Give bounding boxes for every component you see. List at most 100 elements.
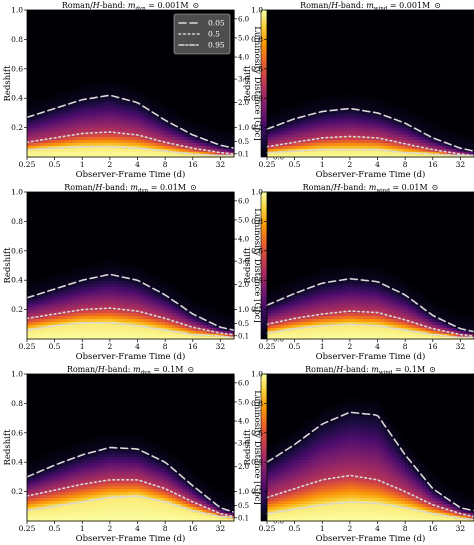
heatmap-cell <box>68 95 73 99</box>
heatmap-cell <box>44 30 49 35</box>
heatmap-cell <box>75 121 80 126</box>
heatmap-cell <box>40 10 45 14</box>
heatmap-cell <box>230 36 235 40</box>
heatmap-cell <box>304 18 309 23</box>
heatmap-cell <box>284 151 289 155</box>
heatmap-cell <box>227 115 232 120</box>
heatmap-cell <box>30 57 35 61</box>
heatmap-cell <box>89 65 94 70</box>
heatmap-cell <box>380 112 385 117</box>
heatmap-cell <box>37 71 42 76</box>
heatmap-cell <box>308 21 313 26</box>
heatmap-cell <box>363 101 368 105</box>
heatmap-cell <box>44 10 49 14</box>
heatmap-cell <box>209 130 214 135</box>
heatmap-cell <box>127 42 132 46</box>
heatmap-cell <box>120 18 125 23</box>
heatmap-cell <box>280 33 285 38</box>
heatmap-cell <box>178 77 183 82</box>
heatmap-cell <box>185 98 190 102</box>
heatmap-cell <box>370 130 375 135</box>
heatmap-cell <box>165 83 170 88</box>
heatmap-cell <box>158 101 163 105</box>
heatmap-cell <box>342 115 347 120</box>
heatmap-cell <box>304 57 309 61</box>
heatmap-cell <box>147 48 152 52</box>
heatmap-cell <box>165 142 170 146</box>
heatmap-cell <box>360 139 365 143</box>
heatmap-cell <box>147 42 152 46</box>
heatmap-cell <box>185 68 190 73</box>
heatmap-cell <box>144 51 149 55</box>
heatmap-cell <box>308 18 313 23</box>
heatmap-cell <box>51 68 56 73</box>
heatmap-cell <box>116 12 121 17</box>
heatmap-cell <box>96 59 101 64</box>
heatmap-cell <box>209 80 214 85</box>
heatmap-cell <box>373 27 378 32</box>
heatmap-cell <box>315 109 320 114</box>
heatmap-cell <box>298 71 303 76</box>
heatmap-cell <box>342 24 347 29</box>
heatmap-cell <box>47 101 52 105</box>
heatmap-cell <box>96 80 101 85</box>
heatmap-cell <box>287 80 292 85</box>
heatmap-cell <box>360 54 365 58</box>
heatmap-cell <box>322 36 327 40</box>
heatmap-cell <box>196 154 201 158</box>
heatmap-cell <box>147 130 152 135</box>
heatmap-cell <box>342 42 347 46</box>
heatmap-cell <box>318 12 323 17</box>
heatmap-cell <box>92 133 97 138</box>
heatmap-cell <box>44 139 49 143</box>
heatmap-cell <box>44 148 49 152</box>
heatmap-cell <box>154 133 159 138</box>
heatmap-cell <box>58 154 63 158</box>
heatmap-cell <box>102 24 107 29</box>
heatmap-cell <box>308 109 313 114</box>
heatmap-cell <box>294 86 299 90</box>
heatmap-cell <box>75 127 80 132</box>
heatmap-cell <box>308 92 313 96</box>
heatmap-cell <box>270 112 275 117</box>
heatmap-cell <box>140 151 145 155</box>
heatmap-cell <box>27 83 32 88</box>
heatmap-cell <box>92 57 97 61</box>
heatmap-cell <box>116 101 121 105</box>
heatmap-cell <box>33 98 38 102</box>
heatmap-cell <box>336 109 341 114</box>
heatmap-cell <box>47 127 52 132</box>
heatmap-cell <box>168 54 173 58</box>
heatmap-cell <box>123 136 128 140</box>
heatmap-cell <box>356 124 361 129</box>
heatmap-cell <box>58 109 63 114</box>
heatmap-cell <box>227 107 232 111</box>
heatmap-cell <box>127 59 132 64</box>
heatmap-cell <box>213 145 218 149</box>
heatmap-cell <box>130 54 135 58</box>
heatmap-cell <box>165 104 170 108</box>
chart-panel: 0.250.5124816320.20.40.60.81.00.10.51.02… <box>243 1 474 180</box>
heatmap-cell <box>106 59 111 64</box>
heatmap-cell <box>380 71 385 76</box>
heatmap-cell <box>280 151 285 155</box>
heatmap-cell <box>151 115 156 120</box>
heatmap-cell <box>106 95 111 99</box>
heatmap-cell <box>209 136 214 140</box>
heatmap-cell <box>360 36 365 40</box>
heatmap-cell <box>284 112 289 117</box>
heatmap-cell <box>377 136 382 140</box>
heatmap-cell <box>325 151 330 155</box>
heatmap-cell <box>206 57 211 61</box>
heatmap-cell <box>165 136 170 140</box>
heatmap-cell <box>82 45 87 49</box>
heatmap-cell <box>44 112 49 117</box>
heatmap-cell <box>113 115 118 120</box>
heatmap-cell <box>154 21 159 26</box>
heatmap-cell <box>301 59 306 64</box>
heatmap-cell <box>137 98 142 102</box>
heatmap-cell <box>109 104 114 108</box>
heatmap-cell <box>140 15 145 20</box>
heatmap-cell <box>304 139 309 143</box>
heatmap-cell <box>75 154 80 158</box>
